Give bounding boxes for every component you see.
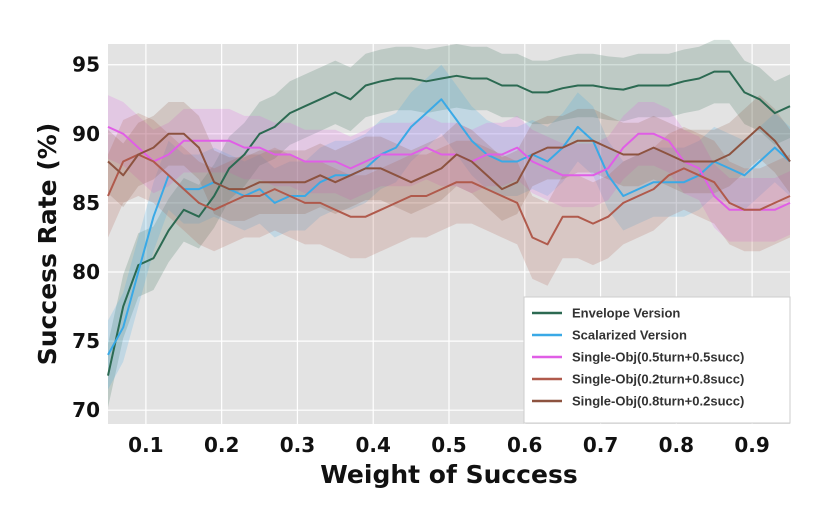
y-tick-label: 80 [72, 260, 100, 284]
series-band-3 [108, 113, 790, 286]
legend: Envelope Version Scalarized Version Single… [523, 296, 791, 424]
x-axis-ticks: 0.1 0.2 0.3 0.4 0.5 0.6 0.7 0.8 0.9 [128, 433, 770, 457]
series-line-0 [107, 70, 791, 376]
x-tick-label: 0.3 [280, 433, 315, 457]
series-line-3 [107, 153, 791, 246]
series-band-4 [108, 95, 790, 221]
y-tick-label: 95 [72, 53, 100, 77]
y-tick-label: 85 [72, 191, 100, 215]
x-tick-label: 0.5 [431, 433, 466, 457]
y-axis-ticks: 70 75 80 85 90 95 [72, 53, 100, 422]
series-band-0 [108, 39, 790, 408]
legend-box [523, 296, 791, 424]
series-band-2 [108, 95, 790, 242]
series-lines [107, 70, 791, 376]
x-tick-label: 0.1 [128, 433, 163, 457]
x-axis-title: Weight of Success [320, 460, 577, 489]
x-tick-label: 0.8 [659, 433, 694, 457]
legend-label-0: Envelope Version [572, 306, 680, 321]
x-tick-label: 0.9 [734, 433, 769, 457]
x-tick-label: 0.4 [356, 433, 391, 457]
series-band-1 [108, 64, 790, 390]
series-line-4 [107, 125, 791, 191]
legend-label-3: Single-Obj(0.2turn+0.8succ) [572, 372, 744, 387]
legend-label-2: Single-Obj(0.5turn+0.5succ) [572, 350, 744, 365]
x-tick-label: 0.2 [204, 433, 239, 457]
y-tick-label: 70 [72, 398, 100, 422]
series-line-2 [107, 125, 791, 211]
x-tick-label: 0.7 [583, 433, 618, 457]
legend-label-4: Single-Obj(0.8turn+0.2succ) [572, 394, 744, 409]
y-axis-title: Success Rate (%) [33, 123, 62, 366]
confidence-bands [108, 39, 790, 408]
x-tick-label: 0.6 [507, 433, 542, 457]
y-tick-label: 75 [72, 329, 100, 353]
legend-label-1: Scalarized Version [572, 328, 687, 343]
y-tick-label: 90 [72, 122, 100, 146]
